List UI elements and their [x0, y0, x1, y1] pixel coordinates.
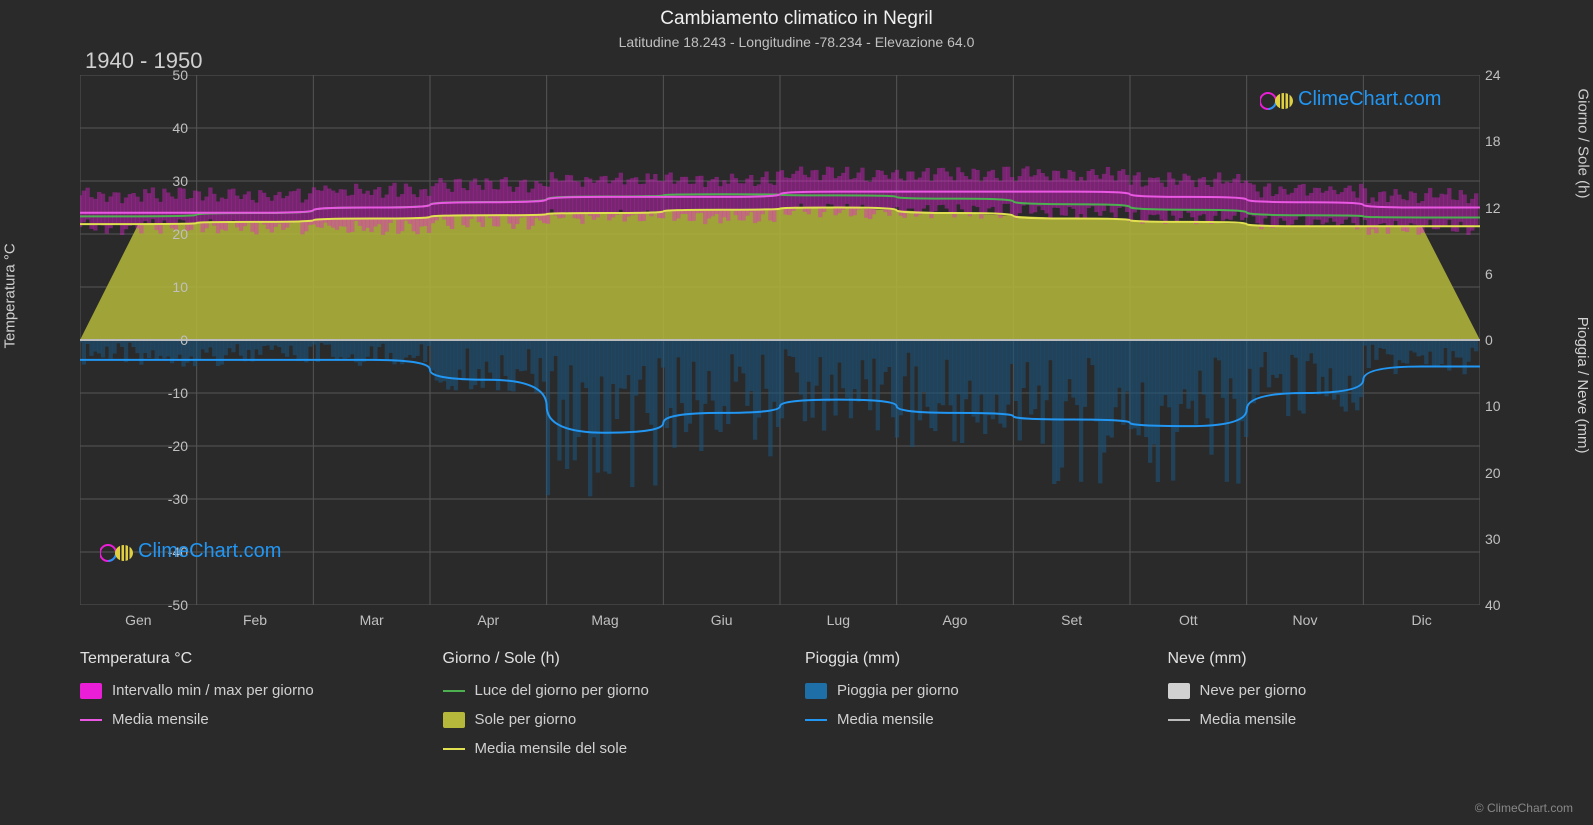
ytick-left: -30 — [138, 491, 188, 507]
xtick-month: Dic — [1392, 612, 1452, 628]
ytick-right-hours: 24 — [1485, 67, 1535, 83]
xtick-month: Set — [1042, 612, 1102, 628]
legend-item: Pioggia per giorno — [805, 682, 1158, 699]
ytick-right-hours: 18 — [1485, 133, 1535, 149]
chart-subtitle: Latitudine 18.243 - Longitudine -78.234 … — [0, 30, 1593, 50]
legend-swatch-icon — [80, 683, 102, 699]
legend-item: Media mensile — [1168, 711, 1521, 728]
legend-column: Neve (mm) Neve per giorno Media mensile — [1168, 650, 1521, 757]
xtick-month: Lug — [808, 612, 868, 628]
brand-watermark-bottom: ClimeChart.com — [100, 540, 281, 563]
ytick-left: 20 — [138, 226, 188, 242]
legend-header: Pioggia (mm) — [805, 650, 1158, 668]
xtick-month: Mag — [575, 612, 635, 628]
xtick-month: Ago — [925, 612, 985, 628]
ytick-left: 40 — [138, 120, 188, 136]
xtick-month: Ott — [1158, 612, 1218, 628]
legend-item: Media mensile — [80, 711, 433, 728]
y-axis-right-bottom-label: Pioggia / Neve (mm) — [1575, 317, 1592, 454]
xtick-month: Nov — [1275, 612, 1335, 628]
plot-svg — [80, 75, 1480, 605]
xtick-month: Apr — [458, 612, 518, 628]
brand-watermark-top: ClimeChart.com — [1260, 88, 1441, 111]
ytick-right-hours: 0 — [1485, 332, 1535, 348]
ytick-left: 50 — [138, 67, 188, 83]
ytick-right-mm: 30 — [1485, 531, 1535, 547]
ytick-left: 30 — [138, 173, 188, 189]
legend: Temperatura °C Intervallo min / max per g… — [80, 650, 1520, 757]
chart-title: Cambiamento climatico in Negril — [0, 0, 1593, 30]
legend-column: Giorno / Sole (h) Luce del giorno per gio… — [443, 650, 796, 757]
ytick-right-hours: 6 — [1485, 266, 1535, 282]
legend-item: Intervallo min / max per giorno — [80, 682, 433, 699]
legend-swatch-icon — [805, 683, 827, 699]
legend-line-icon — [80, 719, 102, 721]
y-axis-right-top-label: Giorno / Sole (h) — [1575, 88, 1592, 198]
legend-label: Neve per giorno — [1200, 682, 1307, 699]
legend-label: Media mensile — [1200, 711, 1297, 728]
legend-label: Sole per giorno — [475, 711, 577, 728]
ytick-left: -20 — [138, 438, 188, 454]
legend-column: Temperatura °C Intervallo min / max per g… — [80, 650, 433, 757]
ytick-left: -10 — [138, 385, 188, 401]
xtick-month: Mar — [342, 612, 402, 628]
copyright: © ClimeChart.com — [1475, 801, 1573, 815]
ytick-right-hours: 12 — [1485, 200, 1535, 216]
brand-text: ClimeChart.com — [1298, 88, 1441, 111]
brand-icon — [1260, 91, 1292, 109]
ytick-right-mm: 20 — [1485, 465, 1535, 481]
xtick-month: Gen — [108, 612, 168, 628]
brand-icon — [100, 543, 132, 561]
legend-line-icon — [805, 719, 827, 721]
ytick-left: 0 — [138, 332, 188, 348]
legend-swatch-icon — [443, 712, 465, 728]
legend-header: Temperatura °C — [80, 650, 433, 668]
legend-label: Media mensile del sole — [475, 740, 628, 757]
legend-header: Giorno / Sole (h) — [443, 650, 796, 668]
xtick-month: Giu — [692, 612, 752, 628]
legend-line-icon — [1168, 719, 1190, 721]
legend-header: Neve (mm) — [1168, 650, 1521, 668]
legend-line-icon — [443, 690, 465, 692]
legend-label: Media mensile — [112, 711, 209, 728]
legend-label: Pioggia per giorno — [837, 682, 959, 699]
climate-chart: Cambiamento climatico in Negril Latitudi… — [0, 0, 1593, 825]
legend-swatch-icon — [1168, 683, 1190, 699]
ytick-left: -50 — [138, 597, 188, 613]
legend-item: Media mensile del sole — [443, 740, 796, 757]
legend-line-icon — [443, 748, 465, 750]
legend-item: Luce del giorno per giorno — [443, 682, 796, 699]
xtick-month: Feb — [225, 612, 285, 628]
legend-item: Sole per giorno — [443, 711, 796, 728]
ytick-right-mm: 40 — [1485, 597, 1535, 613]
brand-text: ClimeChart.com — [138, 540, 281, 563]
legend-item: Media mensile — [805, 711, 1158, 728]
legend-column: Pioggia (mm) Pioggia per giorno Media mens… — [805, 650, 1158, 757]
ytick-right-mm: 10 — [1485, 398, 1535, 414]
legend-label: Media mensile — [837, 711, 934, 728]
ytick-left: 10 — [138, 279, 188, 295]
legend-label: Luce del giorno per giorno — [475, 682, 649, 699]
legend-item: Neve per giorno — [1168, 682, 1521, 699]
y-axis-left-label: Temperatura °C — [2, 243, 19, 348]
legend-label: Intervallo min / max per giorno — [112, 682, 314, 699]
